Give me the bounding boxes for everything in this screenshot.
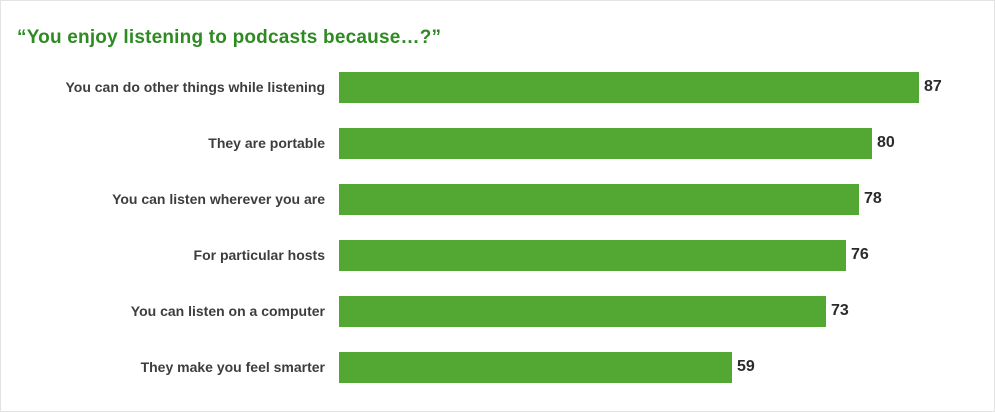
bar-row: You can listen on a computer 73 — [1, 283, 994, 339]
value-label: 80 — [877, 134, 895, 151]
value-label: 73 — [831, 302, 849, 319]
bar-row: They make you feel smarter 59 — [1, 339, 994, 395]
category-label: For particular hosts — [193, 246, 325, 263]
category-label: They make you feel smarter — [140, 358, 325, 375]
bar — [339, 127, 872, 159]
category-label: You can listen wherever you are — [112, 190, 325, 207]
bar — [339, 71, 919, 103]
bar — [339, 351, 732, 383]
bar-row: You can listen wherever you are 78 — [1, 171, 994, 227]
bar — [339, 239, 846, 271]
bar-row: For particular hosts 76 — [1, 227, 994, 283]
chart-rows: You can do other things while listening 8… — [1, 59, 994, 395]
value-label: 87 — [924, 78, 942, 95]
chart-title: “You enjoy listening to podcasts because… — [17, 27, 442, 48]
category-label: You can listen on a computer — [130, 302, 325, 319]
bar-row: They are portable 80 — [1, 115, 994, 171]
value-label: 76 — [851, 246, 869, 263]
bar — [339, 295, 826, 327]
value-label: 78 — [864, 190, 882, 207]
bar — [339, 183, 859, 215]
category-label: You can do other things while listening — [65, 78, 325, 95]
value-label: 59 — [737, 358, 755, 375]
bar-row: You can do other things while listening 8… — [1, 59, 994, 115]
category-label: They are portable — [208, 134, 325, 151]
